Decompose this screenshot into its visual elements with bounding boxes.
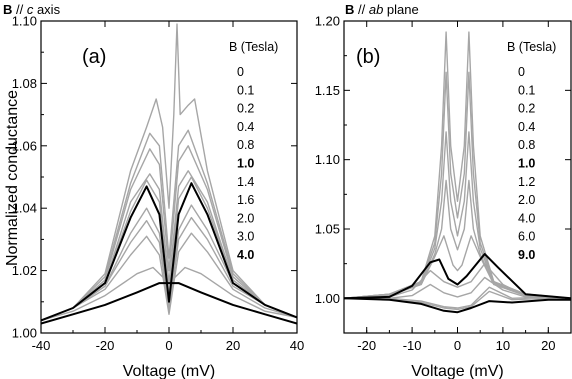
series-group — [344, 31, 571, 314]
y-tick-label: 1.06 — [12, 138, 37, 153]
x-tick-label: 20 — [541, 338, 555, 353]
panel-b: B // ab plane-20 -10 0 10 201.001.051.101.15… — [315, 2, 572, 379]
legend-entry: 0.4 — [237, 120, 254, 134]
legend-entry: 0.2 — [237, 102, 254, 116]
y-tick-label: 1.02 — [12, 263, 37, 278]
y-tick-label: 1.10 — [315, 152, 340, 167]
legend-entry: 4.0 — [518, 211, 535, 225]
series-line-9-0 — [344, 297, 571, 314]
legend-entry: 2.0 — [518, 193, 535, 207]
x-axis-label: Voltage (mV) — [411, 363, 503, 379]
x-tick-label: -20 — [357, 338, 376, 353]
panel-label: (a) — [82, 46, 106, 68]
series-line-4-0 — [41, 282, 297, 325]
legend-entry: 0.1 — [518, 83, 535, 97]
legend-entry: 0 — [237, 65, 244, 79]
legend-entry: 0.8 — [237, 138, 254, 152]
x-tick-label: -20 — [96, 338, 115, 353]
y-tick-label: 1.00 — [12, 326, 37, 341]
legend-entry: 1.4 — [237, 175, 254, 189]
legend-entry: 0.2 — [518, 102, 535, 116]
legend-entry: 1.6 — [237, 193, 254, 207]
series-line-1-0 — [41, 182, 297, 322]
legend-entry: 0 — [518, 65, 525, 79]
x-tick-label: -40 — [32, 338, 51, 353]
legend-entry: 0.8 — [518, 138, 535, 152]
legend-entry: 1.2 — [518, 175, 535, 189]
series-line-0-2 — [41, 145, 297, 322]
y-tick-label: 1.10 — [12, 14, 37, 29]
series-line-1-0 — [344, 253, 571, 300]
legend-entry: 2.0 — [237, 211, 254, 225]
panel-label: (b) — [356, 46, 380, 68]
series-line-0-8 — [344, 235, 571, 299]
x-tick-label: 0 — [165, 338, 172, 353]
legend-entry: 0.1 — [237, 83, 254, 97]
legend-entry: 9.0 — [518, 248, 535, 262]
x-tick-label: 0 — [454, 338, 461, 353]
y-tick-label: 1.04 — [12, 201, 37, 216]
series-line-0 — [41, 23, 297, 322]
plot-frame — [40, 20, 298, 334]
legend-entry: 4.0 — [237, 248, 254, 262]
panel-title: B // c axis — [3, 2, 61, 17]
legend-entry: 1.0 — [237, 157, 254, 171]
series-line-2-0 — [344, 276, 571, 299]
series-line-1-2 — [344, 263, 571, 299]
series-line-0-1 — [344, 71, 571, 299]
series-line-0-1 — [41, 129, 297, 322]
x-tick-label: 40 — [290, 338, 304, 353]
x-tick-label: -10 — [403, 338, 422, 353]
y-tick-label: 1.20 — [315, 14, 340, 29]
legend-entry: 0.4 — [518, 120, 535, 134]
legend-entry: 1.0 — [518, 157, 535, 171]
x-tick-label: 10 — [496, 338, 510, 353]
y-tick-label: 1.00 — [315, 291, 340, 306]
legend-title: B (Tesla) — [507, 40, 556, 54]
panel-a: B // c axis-40 -20 0 20 401.001.021.041.061.… — [3, 2, 304, 379]
legend-entry: 6.0 — [518, 230, 535, 244]
panel-title: B // ab plane — [345, 2, 419, 17]
legend-title: B (Tesla) — [229, 40, 278, 54]
x-tick-label: 20 — [226, 338, 240, 353]
y-tick-label: 1.05 — [315, 222, 340, 237]
legend-entry: 3.0 — [237, 230, 254, 244]
series-group — [41, 23, 297, 325]
y-tick-label: 1.08 — [12, 76, 37, 91]
y-tick-label: 1.15 — [315, 83, 340, 98]
series-line-2-0 — [41, 232, 297, 322]
x-axis-label: Voltage (mV) — [123, 363, 215, 379]
series-line-6-0 — [344, 286, 571, 309]
y-axis-label: Normalized conductance — [4, 90, 21, 266]
series-line-0 — [344, 31, 571, 299]
series-line-0-2 — [344, 131, 571, 299]
